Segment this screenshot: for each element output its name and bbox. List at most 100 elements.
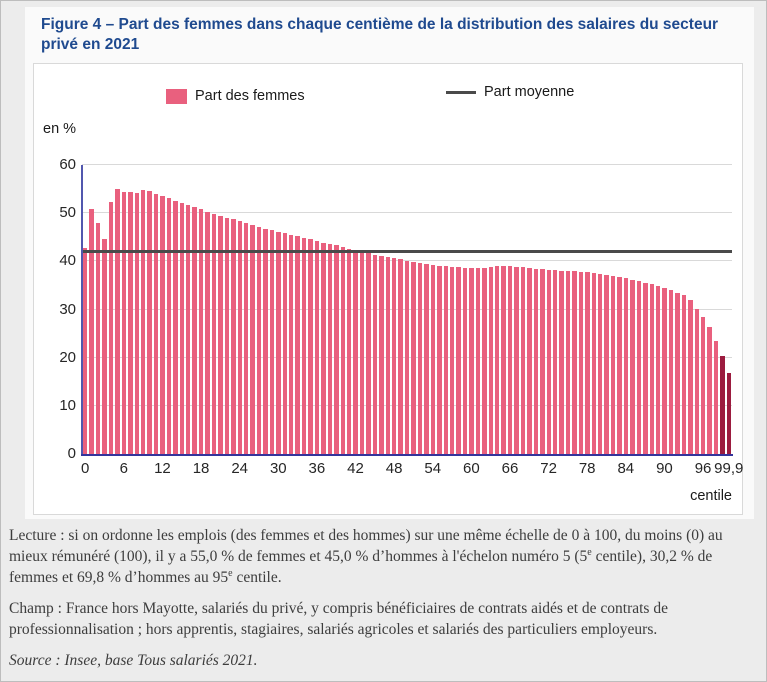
bar-centile-73	[552, 270, 558, 454]
legend-line-label: Part moyenne	[484, 84, 575, 100]
x-tick-label-60: 60	[463, 460, 480, 477]
legend-bar-swatch-icon	[166, 89, 187, 104]
bar-centile-83	[617, 276, 622, 454]
bar-centile-68	[520, 267, 526, 454]
bar-centile-90	[662, 288, 667, 454]
bar-centile-52	[417, 262, 423, 454]
bar-centile-71	[540, 269, 545, 454]
bar-centile-59	[462, 267, 468, 454]
bar-centile-21	[218, 215, 223, 454]
bar-centile-92	[675, 292, 680, 454]
bar-centile-61	[475, 268, 481, 454]
bar-centile-82	[610, 275, 616, 454]
bar-centile-80	[598, 273, 603, 454]
x-tick-label-96: 96	[694, 460, 712, 477]
bar-centile-87	[643, 283, 648, 454]
bar-centile-96	[701, 316, 706, 454]
gridline-50	[82, 212, 732, 214]
bar-centile-36	[314, 240, 320, 454]
y-tick-label-60: 60	[59, 156, 76, 173]
bar-centile-30	[276, 231, 281, 454]
x-tick-label-99,9: 99,9	[714, 460, 744, 477]
bar-centile-49	[398, 259, 403, 454]
champ-note: Champ : France hors Mayotte, salariés du…	[9, 600, 668, 638]
figure-panel: Figure 4 – Part des femmes dans chaque c…	[25, 7, 754, 519]
bar-centile-11	[153, 194, 159, 454]
lecture-sup-1: e	[587, 546, 592, 558]
bar-centile-15	[179, 203, 184, 454]
source-note: Source : Insee, base Tous salariés 2021.	[9, 652, 258, 669]
figure-title: Figure 4 – Part des femmes dans chaque c…	[41, 16, 719, 53]
bar-centile-26	[250, 225, 255, 454]
bar-centile-42	[353, 250, 358, 454]
bar-centile-56	[443, 266, 448, 454]
x-tick-label-24: 24	[231, 460, 249, 477]
bar-centile-94	[688, 300, 693, 454]
bar-centile-4	[108, 202, 114, 454]
bar-centile-62	[482, 268, 487, 454]
bar-centile-60	[469, 267, 474, 454]
bar-centile-78	[585, 272, 590, 454]
y-axis-unit-label: en %	[43, 121, 77, 137]
bar-centile-74	[559, 270, 564, 454]
x-tick-label-18: 18	[192, 460, 210, 477]
bar-centile-66	[507, 266, 513, 454]
bar-centile-40	[340, 247, 345, 454]
bar-centile-33	[295, 236, 300, 454]
bar-centile-20	[211, 213, 217, 454]
bar-centile-48	[392, 258, 397, 454]
bar-centile-44	[366, 253, 371, 454]
bar-centile-51	[411, 261, 416, 454]
bar-centile-70	[533, 268, 539, 454]
x-tick-label-78: 78	[578, 460, 596, 477]
bar-centile-1	[89, 209, 94, 454]
bar-centile-47	[385, 257, 390, 454]
bar-centile-17	[192, 207, 197, 454]
bar-centile-50	[404, 260, 410, 454]
bar-centile-99	[720, 355, 725, 454]
bar-centile-19	[205, 211, 210, 454]
bar-centile-64	[495, 266, 500, 454]
y-axis-line	[81, 165, 83, 454]
mean-line	[82, 250, 732, 254]
bar-centile-8	[134, 193, 139, 454]
x-tick-label-42: 42	[347, 460, 364, 477]
bar-centile-84	[623, 278, 629, 454]
y-tick-label-20: 20	[59, 348, 76, 366]
bar-centile-2	[95, 222, 101, 454]
bar-centile-29	[269, 230, 275, 454]
x-tick-label-90: 90	[656, 460, 673, 477]
bar-centile-9	[140, 190, 146, 454]
bar-centile-81	[604, 274, 609, 454]
bar-centile-3	[102, 239, 107, 454]
bar-centile-91	[668, 290, 674, 454]
bar-centile-95	[694, 308, 699, 454]
plot-area	[81, 164, 733, 456]
bar-centile-85	[630, 279, 635, 454]
bar-centile-37	[321, 242, 326, 454]
y-axis-labels: 0 10 20 30 40 50 60	[34, 156, 76, 462]
bar-centile-55	[437, 265, 442, 454]
bar-centile-45	[372, 254, 378, 454]
bar-centile-39	[334, 245, 339, 454]
x-tick-label-12: 12	[154, 460, 171, 477]
chart-legend: Part des femmes Part moyenne	[34, 84, 742, 104]
y-tick-label-10: 10	[59, 396, 76, 414]
bar-centile-89	[655, 286, 661, 454]
bar-centile-53	[424, 263, 429, 454]
bar-centile-32	[289, 234, 294, 454]
bar-centile-99,9	[726, 372, 732, 454]
y-tick-label-0: 0	[67, 445, 76, 462]
bar-centile-63	[488, 267, 493, 454]
bar-centile-97	[707, 326, 712, 454]
x-axis-labels: 0 6 12 18 24 30 36 42 48 54 60 66 72 78 84 90 96 99,9	[81, 460, 743, 478]
x-tick-label-72: 72	[540, 460, 557, 477]
bar-centile-16	[186, 204, 191, 454]
x-tick-label-54: 54	[424, 460, 442, 477]
bar-centile-12	[160, 195, 165, 454]
bar-centile-13	[166, 198, 172, 454]
bar-centile-54	[430, 264, 436, 454]
lecture-text-1: Lecture : si on ordonne les emplois (des…	[9, 527, 723, 565]
bar-centile-57	[449, 266, 455, 454]
